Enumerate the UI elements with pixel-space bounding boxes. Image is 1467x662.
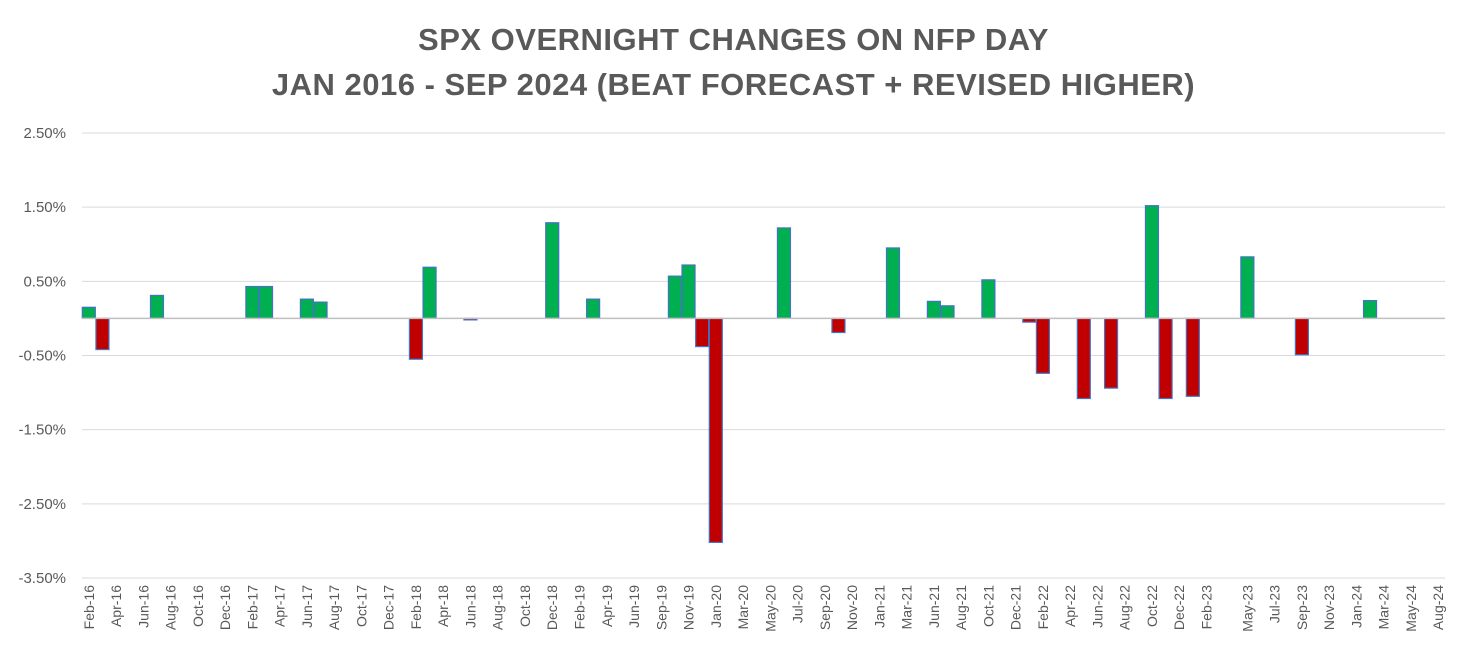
y-tick-label: 0.50% [23, 273, 66, 290]
x-tick-label: Jan-24 [1348, 585, 1364, 628]
y-tick-label: -0.50% [18, 348, 66, 365]
x-tick-label: Feb-19 [571, 585, 587, 630]
y-tick-label: -3.50% [18, 570, 66, 587]
x-tick-label: May-20 [762, 585, 778, 632]
bar-Feb-21 [885, 247, 901, 320]
bar-Jun-21 [926, 300, 941, 320]
bar-Jun-17 [299, 298, 314, 320]
bar-Dec-19 [695, 317, 710, 348]
bar-Jan-20 [708, 317, 723, 543]
y-tick-label: 1.50% [23, 199, 66, 216]
bar-Jul-16 [149, 294, 165, 320]
chart-title-line-2: JAN 2016 - SEP 2024 (BEAT FORECAST + REV… [271, 67, 1196, 102]
x-tick-label: Oct-17 [353, 585, 369, 627]
bar-Jun-20 [776, 227, 792, 320]
x-tick-label: Dec-17 [381, 585, 397, 630]
x-tick-label: Dec-16 [217, 585, 233, 630]
y-tick-label: -2.50% [18, 496, 66, 513]
bar-Oct-20 [831, 317, 846, 334]
x-tick-label: Jun-17 [299, 585, 315, 628]
x-tick-label: Jan-21 [871, 585, 887, 628]
bar-Nov-19 [681, 264, 696, 320]
x-tick-label: Jul-20 [790, 585, 806, 623]
x-tick-label: Jul-23 [1267, 585, 1283, 623]
x-tick-label: Feb-16 [81, 585, 97, 630]
bar-Nov-22 [1158, 317, 1173, 400]
x-tick-label: Feb-22 [1035, 585, 1051, 630]
x-tick-label: May-24 [1403, 585, 1419, 632]
bar-Feb-18 [408, 317, 424, 360]
x-tick-label: Apr-22 [1062, 585, 1078, 627]
bar-Mar-18 [422, 266, 437, 320]
x-tick-label: Nov-19 [681, 585, 697, 630]
bar-Oct-21 [981, 279, 996, 320]
x-tick-label: Jun-21 [926, 585, 942, 628]
bar-Feb-17 [245, 285, 260, 320]
bar-May-22 [1076, 317, 1091, 400]
x-tick-label: Aug-16 [163, 585, 179, 630]
x-tick-label: Oct-18 [517, 585, 533, 627]
y-tick-label: -1.50% [18, 422, 66, 439]
bar-Mar-16 [95, 317, 110, 351]
x-tick-label: Nov-23 [1321, 585, 1337, 630]
bar-Mar-19 [586, 298, 601, 320]
bar-Jul-22 [1103, 317, 1119, 389]
x-tick-label: Dec-18 [544, 585, 560, 630]
bar-Jul-21 [940, 305, 955, 320]
bar-Oct-19 [667, 275, 683, 320]
x-tick-label: Jun-22 [1089, 585, 1105, 628]
bar-Oct-22 [1144, 205, 1160, 320]
x-tick-label: Aug-17 [326, 585, 342, 630]
bar-Sep-23 [1294, 317, 1309, 356]
x-tick-label: Apr-17 [272, 585, 288, 627]
x-tick-label: May-23 [1239, 585, 1255, 632]
x-tick-label: Jun-18 [462, 585, 478, 628]
bar-Dec-18 [545, 222, 560, 320]
y-tick-label: 2.50% [23, 125, 66, 142]
x-tick-label: Mar-21 [899, 585, 915, 630]
x-tick-label: Apr-18 [435, 585, 451, 627]
x-tick-label: Aug-21 [953, 585, 969, 630]
bar-Jan-23 [1185, 317, 1200, 397]
x-tick-label: Sep-19 [653, 585, 669, 630]
x-tick-label: Dec-22 [1171, 585, 1187, 630]
x-tick-label: Sep-20 [817, 585, 833, 630]
x-tick-label: Aug-24 [1430, 585, 1446, 630]
x-tick-label: Jun-16 [135, 585, 151, 628]
x-tick-label: Mar-20 [735, 585, 751, 630]
x-tick-label: Aug-18 [490, 585, 506, 630]
bar-Jul-17 [313, 301, 328, 320]
x-tick-label: Jan-20 [708, 585, 724, 628]
x-tick-label: Dec-21 [1008, 585, 1024, 630]
x-tick-label: Oct-21 [980, 585, 996, 627]
x-tick-label: Feb-23 [1198, 585, 1214, 630]
x-tick-label: Aug-22 [1117, 585, 1133, 630]
x-tick-label: Oct-16 [190, 585, 206, 627]
x-tick-label: Nov-20 [844, 585, 860, 630]
x-tick-label: Oct-22 [1144, 585, 1160, 627]
chart-title-line-1: SPX OVERNIGHT CHANGES ON NFP DAY [418, 22, 1049, 57]
x-tick-label: Apr-19 [599, 585, 615, 627]
x-tick-label: Sep-23 [1294, 585, 1310, 630]
bar-Feb-24 [1362, 300, 1378, 320]
x-tick-label: Feb-18 [408, 585, 424, 630]
x-tick-label: Feb-17 [244, 585, 260, 630]
bar-Feb-16 [81, 306, 96, 320]
x-tick-label: Apr-16 [108, 585, 124, 627]
bar-Mar-17 [258, 285, 274, 320]
x-tick-label: Jun-19 [626, 585, 642, 628]
bar-May-23 [1240, 256, 1255, 320]
bar-Feb-22 [1035, 317, 1051, 374]
x-tick-label: Mar-24 [1376, 585, 1392, 630]
